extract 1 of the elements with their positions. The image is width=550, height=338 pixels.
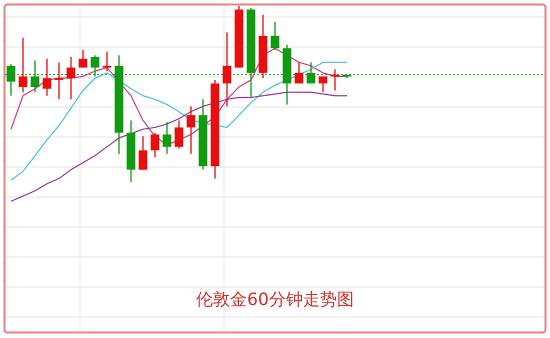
title: 伦敦金60分钟走势图: [196, 290, 354, 310]
